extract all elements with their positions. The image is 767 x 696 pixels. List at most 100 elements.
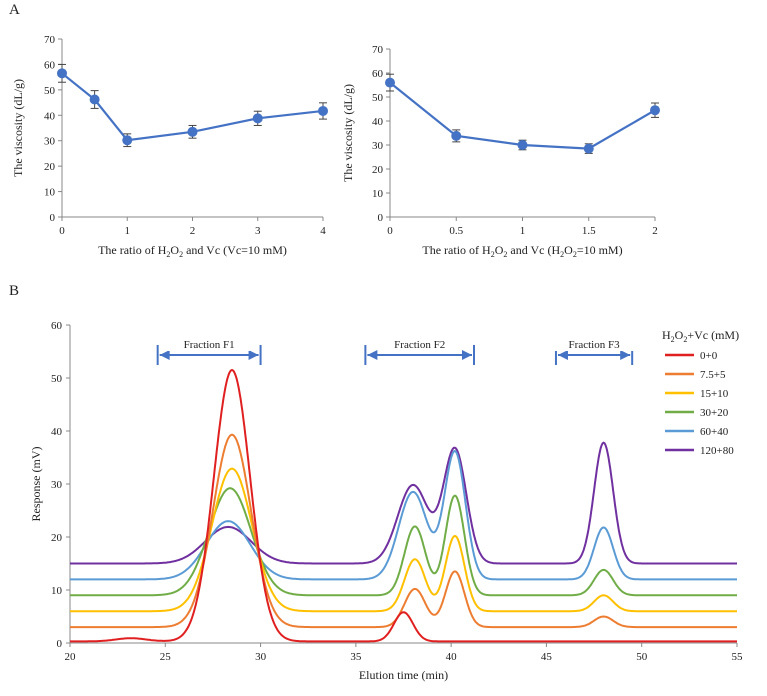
x-tick-label: 0 — [387, 225, 393, 237]
y-tick-label: 50 — [372, 92, 384, 104]
y-tick-label: 50 — [51, 373, 63, 385]
label-segment: O — [675, 328, 684, 342]
subscript: 2 — [573, 250, 577, 259]
y-tick-label: 70 — [372, 44, 384, 56]
x-tick-label: 1 — [520, 225, 526, 237]
y-tick-label: 40 — [51, 426, 63, 438]
legend-entry: 120+80 — [700, 445, 734, 457]
chromatogram-0+0 — [70, 368, 737, 643]
data-point — [385, 77, 395, 88]
label-segment: and Vc (Vc=10 mM) — [183, 243, 287, 257]
y-tick-label: 60 — [51, 320, 63, 332]
y-tick-label: 20 — [51, 532, 63, 544]
data-point — [89, 94, 100, 105]
y-tick-label: 20 — [44, 161, 56, 173]
data-point — [252, 113, 263, 124]
subscript: 2 — [671, 335, 675, 344]
y-axis-label: Response (mV) — [29, 447, 43, 522]
label-segment: H — [662, 328, 671, 342]
y-tick-label: 60 — [372, 68, 384, 80]
data-point — [57, 68, 67, 79]
data-point — [187, 126, 198, 137]
data-point — [318, 105, 328, 116]
x-axis-label: The ratio of H2O2 and Vc (Vc=10 mM) — [98, 243, 287, 259]
chromatogram-7.5+5 — [70, 433, 737, 629]
arrow-head-left — [159, 350, 170, 360]
fraction-label-bg — [378, 337, 461, 351]
x-tick-label: 50 — [636, 651, 648, 663]
fraction-label-bg — [168, 337, 251, 351]
y-tick-label: 10 — [44, 187, 56, 199]
arrow-head-left — [557, 350, 568, 360]
x-tick-label: 1.5 — [582, 225, 596, 237]
y-tick-label: 10 — [51, 585, 63, 597]
fraction-label: Fraction F2 — [394, 339, 445, 351]
y-tick-label: 0 — [50, 212, 56, 224]
x-tick-label: 55 — [732, 651, 744, 663]
y-tick-label: 40 — [372, 116, 384, 128]
arrow-head-left — [367, 350, 378, 360]
arrow-head-right — [248, 350, 259, 360]
y-tick-label: 20 — [372, 164, 384, 176]
legend-title: H2O2+Vc (mM) — [662, 328, 739, 344]
y-axis-label: The viscosity (dL/g) — [341, 84, 355, 182]
y-tick-label: 60 — [44, 59, 56, 71]
legend-entry: 0+0 — [700, 350, 718, 362]
data-point — [650, 105, 660, 116]
subscript: 2 — [166, 250, 170, 259]
x-tick-label: 1 — [125, 225, 131, 237]
y-tick-label: 50 — [44, 85, 56, 97]
data-point — [122, 135, 133, 146]
x-axis-label: The ratio of H2O2 and Vc (H2O2=10 mM) — [422, 243, 622, 259]
label-segment: O — [495, 243, 504, 257]
data-point — [517, 140, 528, 150]
x-tick-label: 3 — [255, 225, 261, 237]
y-tick-label: 10 — [372, 188, 384, 200]
y-tick-label: 30 — [372, 140, 384, 152]
panel-label-a: A — [9, 2, 20, 18]
subscript: 2 — [179, 250, 183, 259]
subscript: 2 — [683, 335, 687, 344]
x-tick-label: 4 — [320, 225, 326, 237]
legend-entry: 30+20 — [700, 407, 729, 419]
chromatogram-30+20 — [70, 487, 737, 597]
y-tick-label: 70 — [44, 34, 56, 46]
legend-entry: 60+40 — [700, 426, 729, 438]
x-tick-label: 2 — [652, 225, 658, 237]
fraction-label: Fraction F1 — [184, 339, 235, 351]
series-line — [61, 72, 324, 142]
label-segment: +Vc (mM) — [687, 328, 739, 342]
series-line — [389, 81, 656, 150]
y-tick-label: 30 — [44, 136, 56, 148]
y-tick-label: 40 — [44, 110, 56, 122]
x-axis-label: Elution time (min) — [359, 668, 448, 682]
legend-entry: 15+10 — [700, 388, 729, 400]
data-point — [451, 130, 462, 141]
x-tick-label: 35 — [350, 651, 362, 663]
x-tick-label: 25 — [160, 651, 172, 663]
x-tick-label: 20 — [65, 651, 77, 663]
label-segment: The ratio of H — [98, 243, 167, 257]
data-point — [583, 143, 594, 154]
chromatogram-120+80 — [70, 441, 737, 565]
subscript: 2 — [491, 250, 495, 259]
label-segment: O — [170, 243, 179, 257]
chromatogram-15+10 — [70, 467, 737, 613]
x-tick-label: 40 — [446, 651, 458, 663]
y-axis-label: The viscosity (dL/g) — [11, 79, 25, 177]
label-segment: and Vc (H — [507, 243, 560, 257]
label-segment: O — [564, 243, 573, 257]
label-segment: =10 mM) — [577, 243, 623, 257]
y-tick-label: 30 — [51, 479, 63, 491]
panel-label-b: B — [9, 283, 19, 299]
x-tick-label: 2 — [190, 225, 196, 237]
x-tick-label: 0.5 — [449, 225, 463, 237]
x-tick-label: 45 — [541, 651, 553, 663]
fraction-label: Fraction F3 — [569, 339, 621, 351]
subscript: 2 — [503, 250, 507, 259]
arrow-head-right — [620, 350, 631, 360]
subscript: 2 — [560, 250, 564, 259]
y-tick-label: 0 — [57, 638, 63, 650]
legend-entry: 7.5+5 — [700, 369, 726, 381]
